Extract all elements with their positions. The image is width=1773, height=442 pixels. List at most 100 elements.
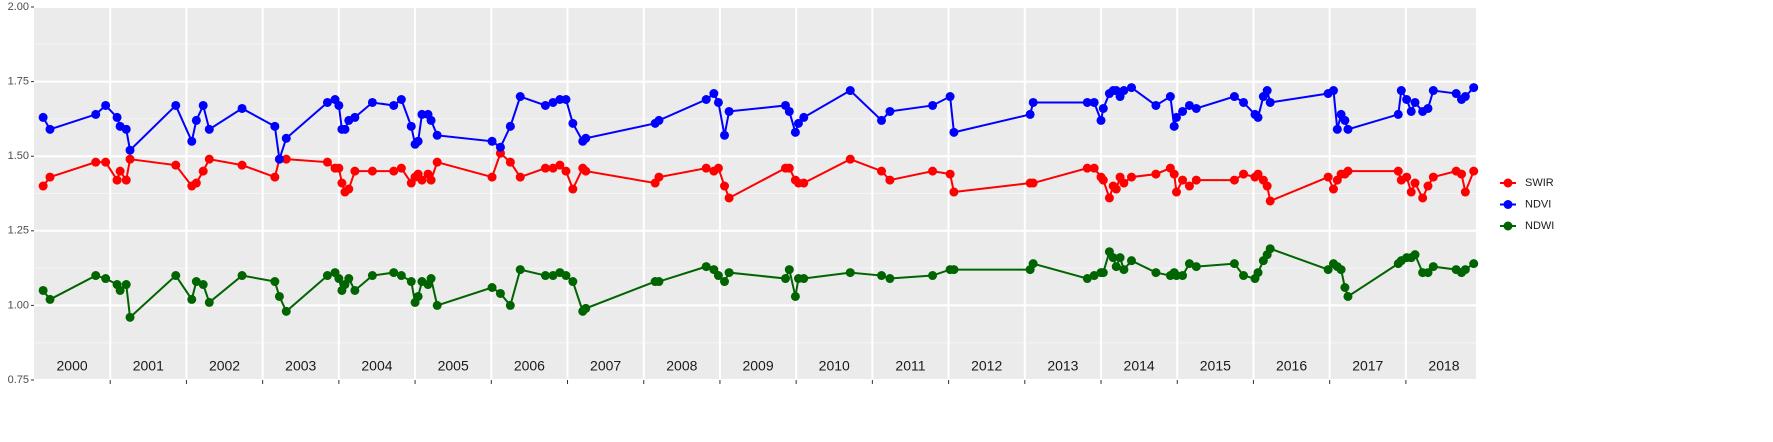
point [91,271,101,281]
point [1343,166,1353,176]
point [389,100,399,110]
point [1104,193,1114,203]
point [724,268,734,278]
point [1229,175,1239,185]
y-tick-label: 1.75 [8,76,29,88]
year-label: 2005 [438,358,469,374]
point [877,115,887,125]
point [322,157,332,167]
point [555,160,565,170]
point [561,271,571,281]
point [1025,109,1035,119]
year-label: 2017 [1352,358,1383,374]
point [780,274,790,284]
legend-label: NDWI [1525,220,1554,232]
point [1265,196,1275,206]
point [1343,291,1353,301]
point [344,274,354,284]
point [945,169,955,179]
legend-marker [1503,221,1513,231]
point [367,166,377,176]
point [334,100,344,110]
point [45,294,55,304]
point [1082,97,1092,107]
point [121,280,131,290]
year-label: 2006 [514,358,545,374]
point [1089,163,1099,173]
point [1111,262,1121,272]
point [367,97,377,107]
point [877,271,887,281]
point [1469,166,1479,176]
point [654,115,664,125]
point [274,154,284,164]
point [187,294,197,304]
point [350,166,360,176]
point [1428,172,1438,182]
year-label: 2003 [285,358,316,374]
point [701,163,711,173]
point [1343,124,1353,134]
point [191,178,201,188]
point [1028,259,1038,269]
point [581,166,591,176]
point [495,288,505,298]
point [713,271,723,281]
point [1239,271,1249,281]
point [1328,86,1338,96]
point [432,130,442,140]
point [413,291,423,301]
point [322,271,332,281]
point [281,154,291,164]
point [1119,86,1129,96]
point [487,172,497,182]
point [1402,172,1412,182]
point [1184,181,1194,191]
point [1262,86,1272,96]
year-label: 2001 [133,358,164,374]
point [548,271,558,281]
point [1108,253,1118,263]
point [1460,92,1470,102]
point [949,265,959,275]
legend-marker [1503,200,1513,209]
year-label: 2011 [895,358,925,374]
point [396,163,406,173]
point [367,271,377,281]
point [38,285,48,295]
point [396,271,406,281]
point [125,145,135,155]
point [91,109,101,119]
point [1423,268,1433,278]
point [1451,89,1461,99]
point [1428,86,1438,96]
point [1393,109,1403,119]
point [581,303,591,313]
year-label: 2000 [57,358,88,374]
point [1169,169,1179,179]
y-tick-label: 1.25 [8,225,29,237]
point [1184,100,1194,110]
point [784,163,794,173]
point [426,115,436,125]
point [237,103,247,113]
point [845,268,855,278]
point [38,112,48,122]
point [334,274,344,284]
point [1082,163,1092,173]
point [1151,100,1161,110]
point [505,157,515,167]
point [204,124,214,134]
point [101,157,111,167]
year-label: 2013 [1047,358,1078,374]
point [270,121,280,131]
point [709,89,719,99]
legend-label: SWIR [1525,177,1554,189]
point [724,193,734,203]
point [187,136,197,146]
point [540,100,550,110]
point [799,178,809,188]
point [487,136,497,146]
point [1393,166,1403,176]
y-tick-label: 0.75 [8,374,29,386]
